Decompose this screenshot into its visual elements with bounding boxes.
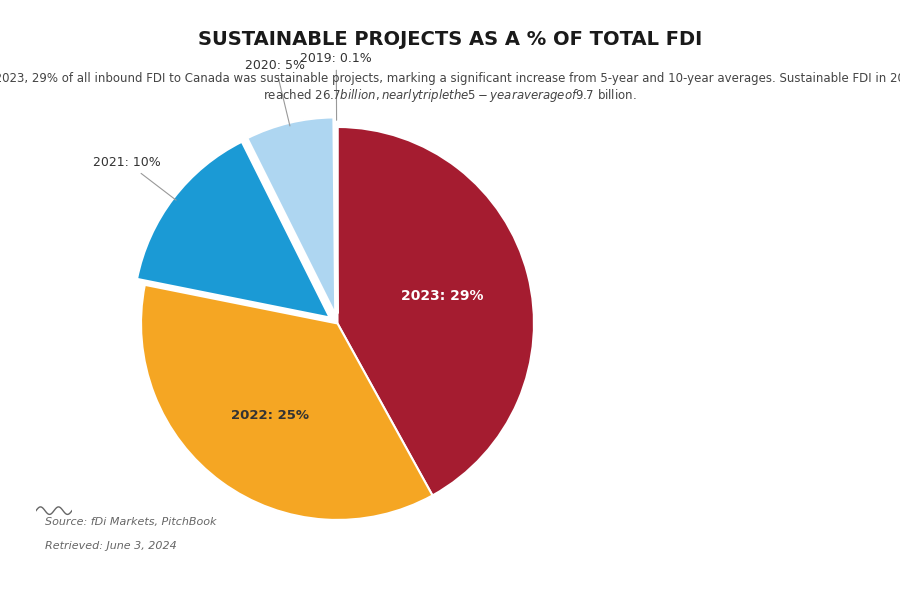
Text: SUSTAINABLE PROJECTS AS A % OF TOTAL FDI: SUSTAINABLE PROJECTS AS A % OF TOTAL FDI [198, 30, 702, 49]
Wedge shape [137, 142, 329, 317]
Text: 2023: 29%: 2023: 29% [400, 289, 483, 304]
Text: 2019: 0.1%: 2019: 0.1% [301, 52, 373, 120]
Text: 2021: 10%: 2021: 10% [93, 156, 176, 200]
Text: 2022: 25%: 2022: 25% [231, 409, 310, 422]
Wedge shape [141, 285, 433, 520]
Text: Retrieved: June 3, 2024: Retrieved: June 3, 2024 [45, 541, 176, 551]
Wedge shape [338, 127, 534, 495]
Wedge shape [336, 117, 338, 314]
Wedge shape [248, 117, 335, 314]
Text: 2020: 5%: 2020: 5% [246, 59, 305, 126]
Text: In 2023, 29% of all inbound FDI to Canada was sustainable projects, marking a si: In 2023, 29% of all inbound FDI to Canad… [0, 72, 900, 104]
Text: Source: fDi Markets, PitchBook: Source: fDi Markets, PitchBook [45, 517, 217, 527]
